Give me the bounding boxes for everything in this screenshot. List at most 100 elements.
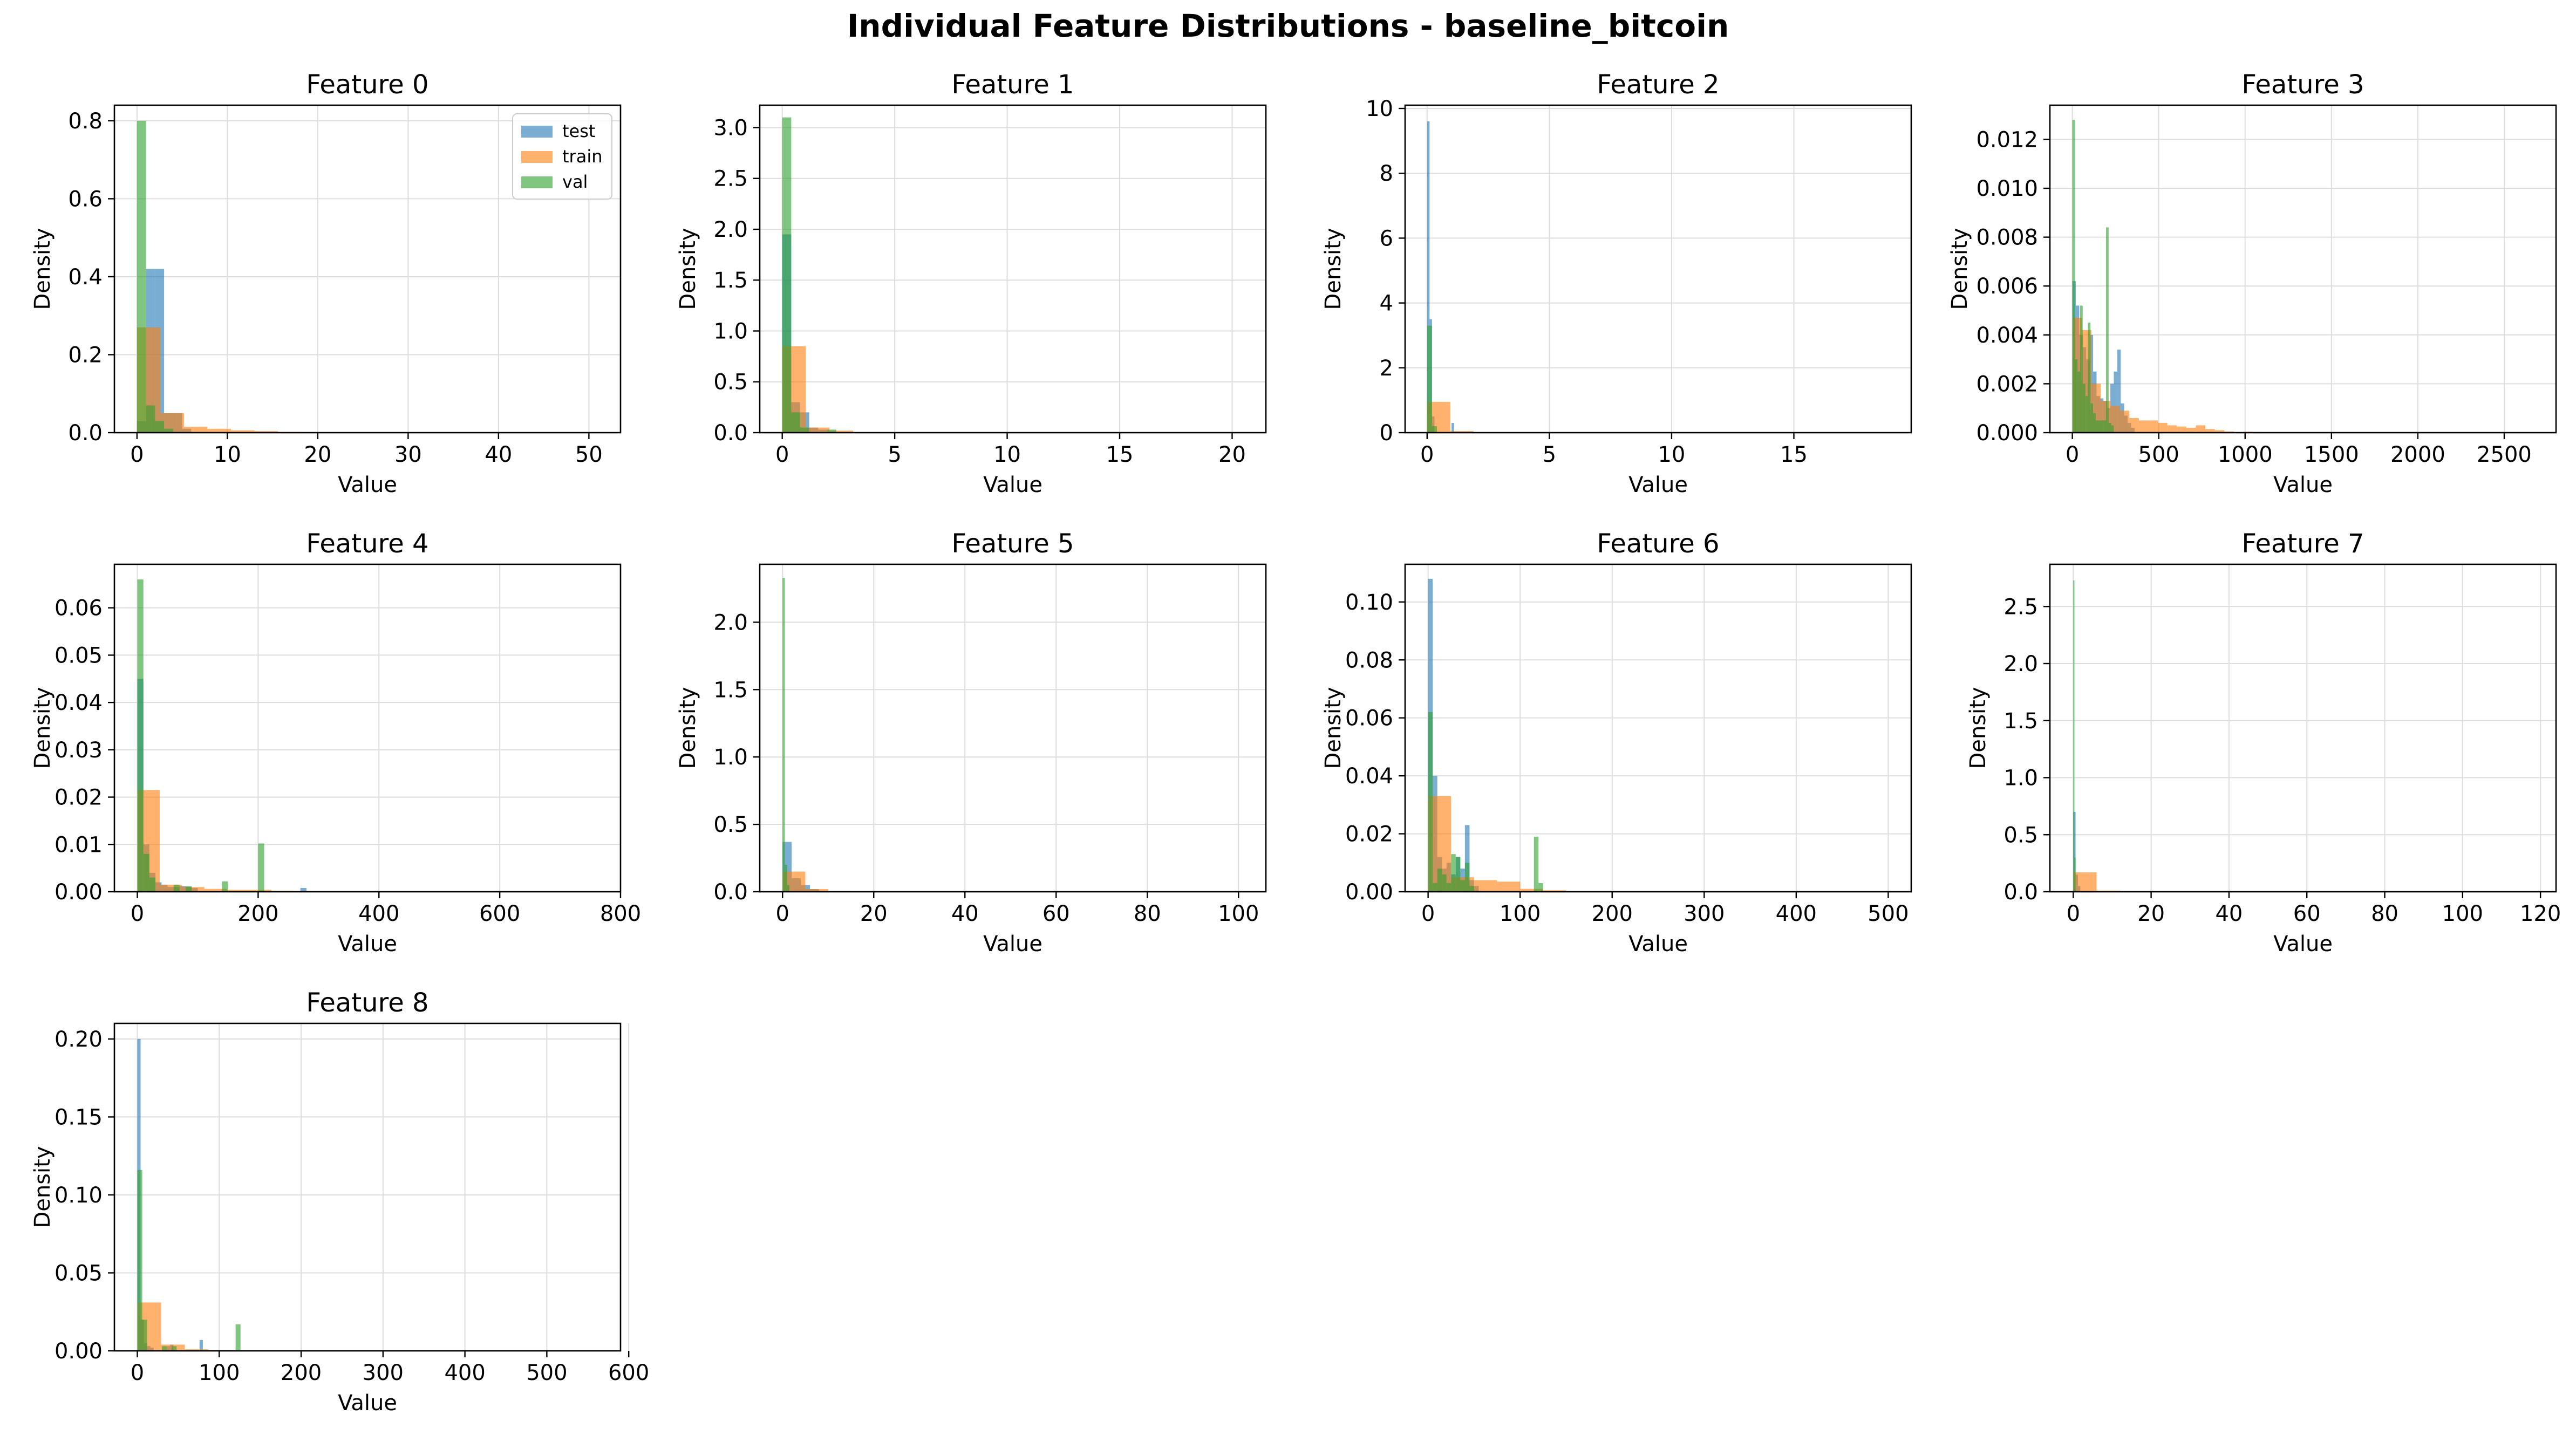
histogram-bar-val [1446,883,1451,892]
x-tick-label: 20 [860,901,888,926]
y-tick-label: 0.02 [1345,822,1393,847]
y-tick-label: 1.0 [713,319,748,344]
subplot-title: Feature 8 [306,988,428,1018]
y-tick-label: 0.10 [1345,590,1393,615]
y-axis-label: Density [1321,687,1346,769]
histogram-bar-test [1427,121,1430,433]
histogram-bar-val [2098,420,2101,433]
y-tick-label: 2.5 [2003,594,2038,619]
x-tick-label: 40 [2215,901,2243,926]
histogram-bar-train [2158,422,2168,433]
y-tick-label: 0.5 [713,812,748,837]
y-tick-label: 0.8 [68,109,103,134]
y-axis-label: Density [1321,228,1346,310]
y-tick-label: 2.0 [713,217,748,242]
x-tick-label: 15 [1780,442,1808,467]
y-tick-label: 1.0 [2003,766,2038,791]
histogram-bar-val [2093,413,2096,433]
y-tick-label: 0.00 [54,880,103,905]
histogram-bar-val [1433,883,1437,892]
histogram-bar-train [2214,430,2225,433]
y-tick-label: 0.0 [2003,880,2038,905]
histogram-bar-val [2074,857,2076,892]
x-tick-label: 80 [2371,901,2398,926]
y-tick-label: 0.02 [54,785,103,810]
histogram-bar-val [164,428,173,433]
histogram-bar-train [2196,425,2206,433]
histogram-bar-train [2138,420,2149,433]
histogram-bar-test [1464,825,1470,892]
subplot-feature-2: 0 5 10 15 0 2 4 6 8 10 Feature 2 Value Density [1321,70,1912,497]
subplot-feature-5: 0 20 40 60 80 100 0.0 0.5 1.0 1.5 2.0 Feature 5 Valu… [676,529,1267,956]
y-tick-label: 1.0 [713,745,748,770]
legend-label-test: test [562,121,595,141]
y-tick-label: 2.0 [2003,652,2038,676]
y-tick-label: 0.010 [1976,176,2038,201]
y-axis-label: Density [676,228,700,310]
x-axis-label: Value [983,473,1042,497]
histogram-bar-val [787,885,789,892]
histogram-bar-val [785,865,787,892]
histogram-bar-val [258,843,264,892]
subplot-feature-0: 0 10 20 30 40 50 0.0 0.2 0.4 0.6 0.8 Feature 0 Value… [30,70,622,497]
histogram-bar-val [235,1324,241,1351]
x-axis-label: Value [338,473,397,497]
y-tick-label: 0.6 [68,187,103,211]
legend-swatch-val [521,176,553,188]
subplot-feature-6: 0 100 200 300 400 500 0.00 0.02 0.04 0.06 0.08 0.10… [1321,529,1912,956]
subplot-title: Feature 2 [1597,70,1719,100]
histogram-bar-train [2177,426,2186,433]
y-tick-label: 2.0 [713,610,748,635]
histogram-bar-val [827,429,836,433]
x-tick-label: 200 [1592,901,1633,926]
y-tick-label: 2 [1380,356,1393,381]
x-tick-label: 1500 [2304,442,2359,467]
y-tick-label: 0.0 [713,421,748,446]
axes-frame [113,1022,622,1352]
histogram-bar-val [137,120,146,433]
subplot-title: Feature 5 [951,529,1074,559]
y-tick-label: 0.004 [1976,323,2038,348]
histogram-bar-train [2148,420,2158,433]
x-tick-label: 20 [304,442,331,467]
histogram-bar-train [254,431,278,433]
histogram-bar-test [2117,349,2121,433]
x-tick-label: 300 [363,1361,404,1385]
histogram-bar-val [1469,886,1474,892]
histogram-bar-train [207,428,231,433]
x-axis-label: Value [338,1391,397,1416]
y-tick-label: 4 [1380,291,1393,316]
axes-frame [1404,104,1912,434]
y-axis-label: Density [1947,228,1972,310]
y-tick-label: 1.5 [713,678,748,702]
y-tick-label: 0.04 [54,691,103,715]
histogram-bar-val [149,877,156,892]
x-tick-label: 0 [776,901,789,926]
x-axis-label: Value [2273,932,2333,956]
y-axis-label: Density [30,228,55,310]
x-tick-label: 400 [358,901,399,926]
x-tick-label: 20 [2137,901,2165,926]
y-tick-label: 0.05 [54,643,103,668]
x-tick-label: 0 [130,442,144,467]
histogram-bar-val [1534,836,1539,892]
histogram-bar-val [2101,420,2104,433]
x-axis-label: Value [983,932,1042,956]
axes-frame [113,104,622,434]
x-tick-label: 10 [1658,442,1685,467]
histogram-bar-train [2129,418,2139,433]
histogram-bar-val [2103,420,2107,433]
histogram-bar-train [2205,429,2215,433]
x-tick-label: 5 [1543,442,1556,467]
y-tick-label: 0.0 [713,880,748,905]
histogram-bar-train [829,430,854,433]
subplot-feature-8: 0 100 200 300 400 500 600 0.00 0.05 0.10 0.15 0.20 F… [30,988,649,1416]
histogram-bar-val [2085,396,2088,433]
x-tick-label: 100 [2442,901,2483,926]
histogram-bar-val [2077,371,2081,433]
y-tick-label: 0.4 [68,265,103,290]
histogram-bar-test [2073,811,2076,892]
x-tick-label: 300 [1684,901,1725,926]
histogram-bar-val [186,886,192,892]
histogram-bar-train [185,1349,209,1351]
